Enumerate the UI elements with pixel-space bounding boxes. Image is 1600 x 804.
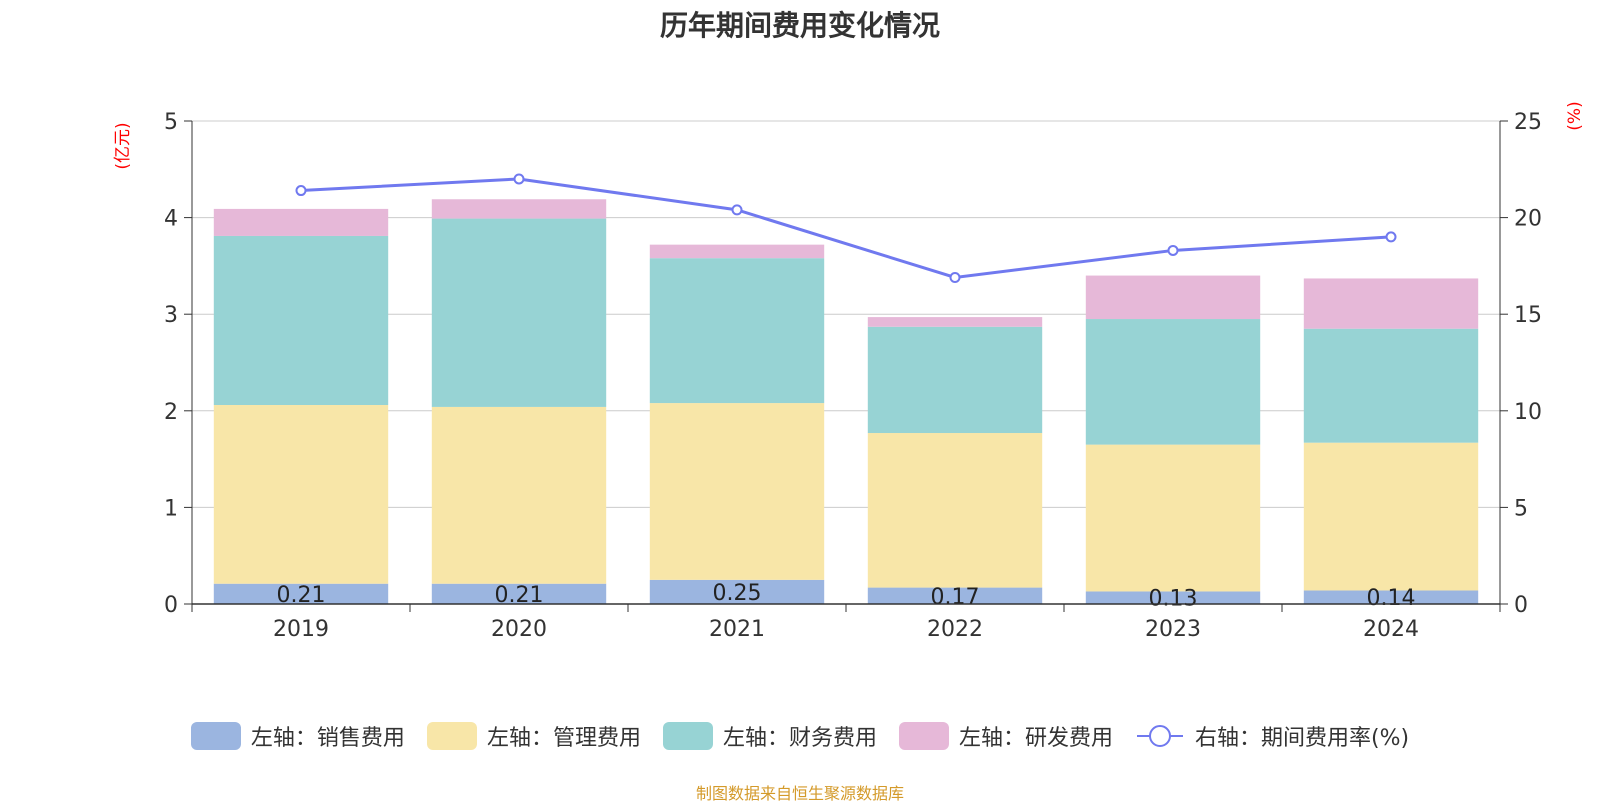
rate-line bbox=[300, 177, 1392, 280]
rate-point bbox=[1385, 231, 1397, 243]
rate-point bbox=[731, 204, 743, 216]
left-tick-label: 2 bbox=[164, 400, 178, 425]
bar-sales bbox=[431, 583, 607, 604]
rate-point bbox=[1167, 244, 1179, 256]
right-axis-unit: (%) bbox=[1565, 101, 1585, 130]
right-tick-label: 5 bbox=[1514, 496, 1528, 521]
legend-swatch-admin bbox=[426, 722, 477, 750]
bar-rnd bbox=[213, 208, 389, 236]
x-tick-label: 2020 bbox=[491, 617, 547, 642]
right-tick-label: 10 bbox=[1514, 400, 1542, 425]
source-note: 制图数据来自恒生聚源数据库 bbox=[695, 784, 904, 803]
x-tick-label: 2022 bbox=[927, 617, 983, 642]
legend-item-rate[interactable]: 右轴：期间费用率(%) bbox=[1135, 720, 1409, 752]
x-tick-label: 2021 bbox=[709, 617, 765, 642]
legend-swatch-finance bbox=[662, 722, 713, 750]
bar-admin bbox=[1085, 444, 1261, 592]
bar-data-label: 0.14 bbox=[1367, 586, 1416, 611]
bar-admin bbox=[1303, 442, 1479, 591]
left-tick-label: 3 bbox=[164, 303, 178, 328]
x-tick-label: 2023 bbox=[1145, 617, 1201, 642]
bar-sales bbox=[649, 579, 825, 604]
legend-label-rate: 右轴：期间费用率(%) bbox=[1194, 726, 1410, 751]
legend-swatch-rnd bbox=[898, 722, 949, 750]
legend-label-admin: 左轴：管理费用 bbox=[486, 726, 641, 751]
bar-admin bbox=[213, 405, 389, 584]
chart-legend: 左轴：销售费用 左轴：管理费用 左轴：财务费用 左轴：研发费用 右轴：期间费用率… bbox=[0, 720, 1600, 752]
x-tick-label: 2024 bbox=[1363, 617, 1419, 642]
bar-finance bbox=[1303, 328, 1479, 443]
bar-finance bbox=[649, 258, 825, 404]
bar-sales bbox=[213, 583, 389, 604]
bar-rnd bbox=[431, 199, 607, 219]
left-tick-label: 4 bbox=[164, 207, 178, 232]
legend-item-rnd[interactable]: 左轴：研发费用 bbox=[898, 720, 1113, 752]
legend-item-sales[interactable]: 左轴：销售费用 bbox=[190, 720, 405, 752]
legend-label-rnd: 左轴：研发费用 bbox=[958, 726, 1113, 751]
bar-rnd bbox=[1303, 278, 1479, 329]
bar-sales bbox=[867, 587, 1043, 604]
right-tick-label: 20 bbox=[1514, 207, 1542, 232]
legend-line-marker-icon bbox=[1136, 725, 1183, 747]
bar-admin bbox=[649, 403, 825, 580]
right-tick-label: 15 bbox=[1514, 303, 1542, 328]
chart-title: 历年期间费用变化情况 bbox=[659, 9, 940, 42]
left-axis-unit: (亿元) bbox=[113, 122, 133, 169]
legend-label-sales: 左轴：销售费用 bbox=[250, 726, 405, 751]
rate-point bbox=[513, 173, 525, 185]
bar-sales bbox=[1085, 591, 1261, 604]
left-tick-label: 1 bbox=[164, 496, 178, 521]
legend-item-finance[interactable]: 左轴：财务费用 bbox=[662, 720, 877, 752]
bar-rnd bbox=[1085, 275, 1261, 320]
bar-data-label: 0.13 bbox=[1149, 587, 1198, 612]
bar-finance bbox=[431, 218, 607, 407]
left-tick-label: 0 bbox=[164, 593, 178, 618]
x-tick-label: 2019 bbox=[273, 617, 329, 642]
bar-rnd bbox=[649, 244, 825, 259]
bar-sales bbox=[1303, 590, 1479, 604]
legend-swatch-sales bbox=[190, 722, 241, 750]
legend-item-admin[interactable]: 左轴：管理费用 bbox=[426, 720, 641, 752]
legend-label-finance: 左轴：财务费用 bbox=[722, 726, 877, 751]
right-tick-label: 0 bbox=[1514, 593, 1528, 618]
right-tick-label: 25 bbox=[1514, 110, 1542, 135]
bar-data-label: 0.25 bbox=[713, 581, 762, 606]
bar-admin bbox=[867, 433, 1043, 588]
bar-rnd bbox=[867, 317, 1043, 327]
bar-admin bbox=[431, 406, 607, 584]
bar-data-label: 0.17 bbox=[931, 585, 980, 610]
rate-point bbox=[295, 185, 307, 197]
bar-finance bbox=[867, 326, 1043, 434]
rate-point bbox=[949, 271, 961, 283]
bar-finance bbox=[213, 235, 389, 406]
left-tick-label: 5 bbox=[164, 110, 178, 135]
bar-finance bbox=[1085, 319, 1261, 445]
